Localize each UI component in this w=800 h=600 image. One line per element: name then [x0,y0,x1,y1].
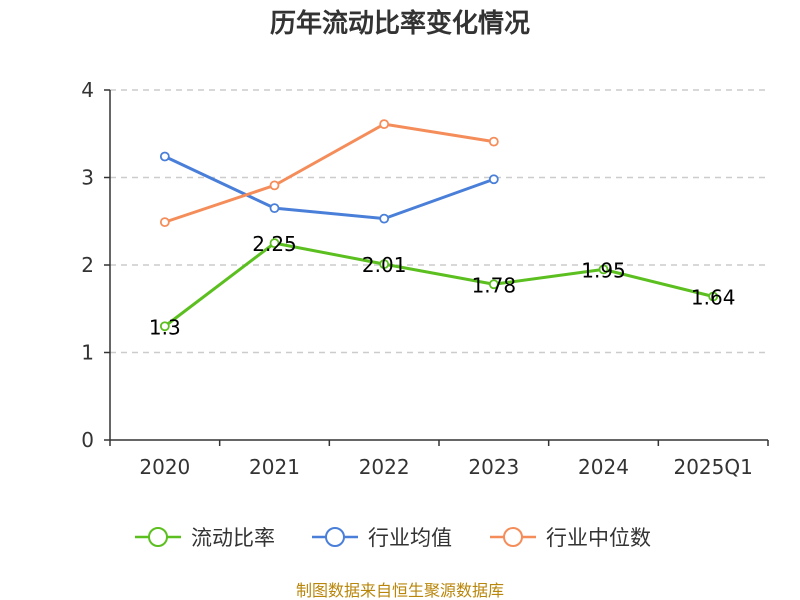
y-tick-label: 4 [81,78,94,102]
x-tick-label: 2023 [468,455,519,479]
source-note: 制图数据来自恒生聚源数据库 [296,581,504,600]
y-tick-label: 1 [81,341,94,365]
grid-lines [110,89,768,354]
legend-marker [148,527,168,547]
data-label: 1.64 [691,286,736,310]
data-point [488,174,499,185]
data-label: 1.95 [581,258,626,282]
legend-item-2[interactable]: 行业均值 [312,526,452,550]
y-tick-label: 3 [81,166,94,190]
series-2 [159,151,499,224]
series-1 [159,238,719,332]
data-point [269,238,280,249]
data-point [159,321,170,332]
legend-label: 流动比率 [191,526,275,550]
legend-item-3[interactable]: 行业中位数 [490,526,651,550]
series-line [164,155,495,221]
data-point [379,119,390,130]
chart-title: 历年流动比率变化情况 [270,8,530,39]
data-point [269,180,280,191]
data-label: 1.78 [472,273,517,297]
legend[interactable]: 流动比率 行业均值 行业中位数 [135,526,651,550]
y-tick-label: 0 [81,428,94,452]
x-tick-label: 2022 [359,455,410,479]
data-label: 2.25 [252,232,297,256]
legend-label: 行业均值 [368,526,452,550]
x-tick-label: 2020 [139,455,190,479]
data-point [379,213,390,224]
series-lines [159,119,719,332]
data-labels: 1.3 2.25 2.01 1.78 1.95 1.64 [149,232,736,339]
legend-item-1[interactable]: 流动比率 [135,526,275,550]
data-label: 1.3 [149,315,181,339]
data-point [379,259,390,270]
data-point [269,203,280,214]
series-3 [159,119,499,228]
x-tick-label: 2025Q1 [673,455,752,479]
legend-label: 行业中位数 [546,526,651,550]
series-line [163,241,714,328]
x-tick-label: 2024 [578,455,629,479]
data-point [488,136,499,147]
y-tick-label: 2 [81,253,94,277]
legend-marker [325,527,345,547]
series-line [164,122,495,224]
data-label: 2.01 [362,253,407,277]
data-point [488,279,499,290]
data-point [159,217,170,228]
data-point [708,291,719,302]
data-point [159,151,170,162]
x-tick-label: 2021 [249,455,300,479]
data-point [598,264,609,275]
axes: 0 1 2 3 4 2020 2021 2022 2023 2024 2025Q1 [81,78,769,479]
legend-marker [503,527,523,547]
